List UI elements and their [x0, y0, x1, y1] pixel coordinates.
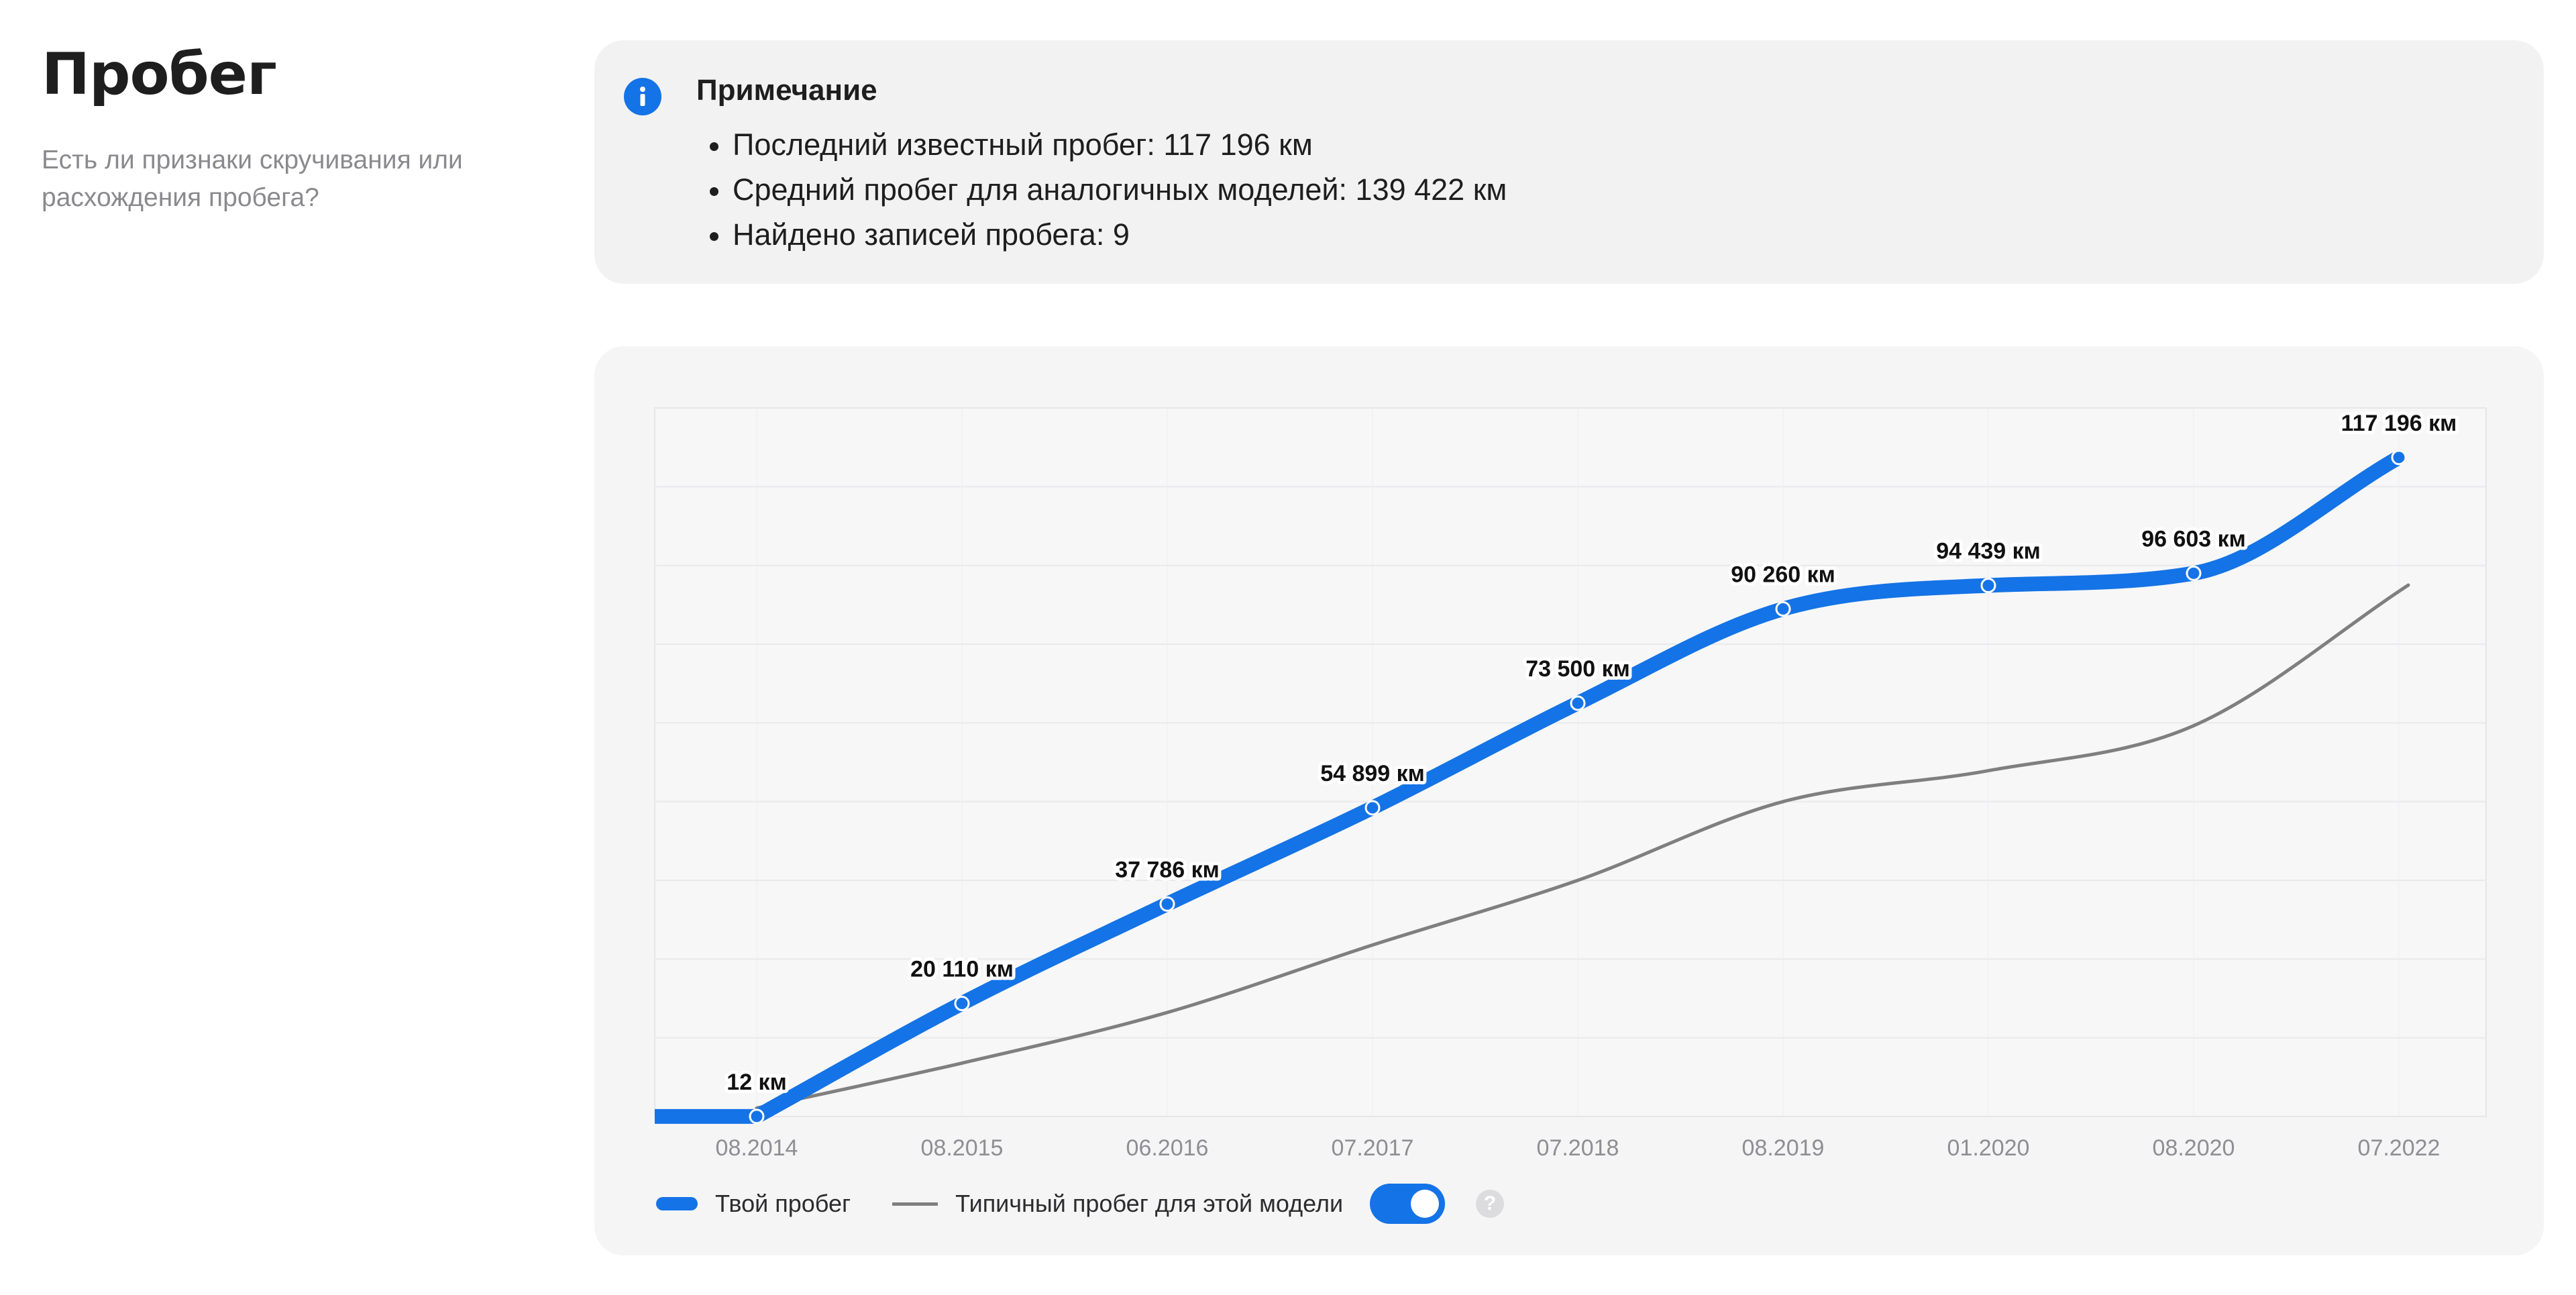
data-label: 54 899 км — [1320, 761, 1425, 786]
x-tick-label: 07.2017 — [1332, 1135, 1414, 1161]
x-tick-label: 08.2015 — [921, 1135, 1004, 1161]
mileage-chart-card: 12 км 20 110 км 37 786 км 54 899 км 73 500 к… — [594, 346, 2544, 1255]
data-point — [1775, 601, 1791, 617]
info-icon — [624, 78, 661, 115]
page-title: Пробег — [42, 41, 277, 108]
data-label: 117 196 км — [2341, 411, 2457, 436]
x-tick-label: 08.2014 — [716, 1135, 798, 1161]
data-point — [1980, 578, 1996, 594]
data-point — [1159, 896, 1175, 912]
x-tick-label: 08.2019 — [1742, 1135, 1825, 1161]
note-item-average-mileage: Средний пробег для аналогичных моделей: … — [710, 167, 1507, 212]
note-title: Примечание — [696, 74, 877, 107]
typical-mileage-toggle[interactable] — [1370, 1184, 1446, 1224]
x-tick-label: 06.2016 — [1126, 1135, 1209, 1161]
page-subtitle: Есть ли признаки скручивания или расхожд… — [42, 145, 463, 213]
data-point — [1364, 800, 1381, 816]
chart-legend: Твой пробег Типичный пробег для этой мод… — [656, 1184, 1505, 1224]
section-header: Пробег Есть ли признаки скручивания или … — [42, 42, 525, 217]
data-point — [2186, 565, 2202, 581]
series-line-typical — [755, 583, 2410, 1110]
data-label: 73 500 км — [1525, 656, 1630, 682]
note-item-records-count: Найдено записей пробега: 9 — [710, 212, 1507, 257]
help-icon[interactable]: ? — [1476, 1190, 1505, 1218]
legend-label-typical: Типичный пробег для этой модели — [955, 1190, 1344, 1217]
plot-area — [654, 407, 2487, 1117]
legend-swatch-user — [656, 1197, 698, 1210]
data-point — [1570, 695, 1586, 711]
legend-item-user: Твой пробег — [656, 1190, 851, 1218]
legend-label-user: Твой пробег — [715, 1190, 851, 1217]
x-tick-label: 01.2020 — [1947, 1135, 2030, 1161]
data-point — [749, 1108, 765, 1125]
toggle-knob — [1411, 1190, 1440, 1218]
mileage-chart: 12 км 20 110 км 37 786 км 54 899 км 73 500 к… — [654, 407, 2487, 1161]
x-tick-label: 08.2020 — [2153, 1135, 2235, 1161]
data-point — [954, 995, 970, 1011]
x-tick-label: 07.2018 — [1537, 1135, 1619, 1161]
note-card: Примечание Последний известный пробег: 1… — [594, 40, 2544, 284]
data-label: 37 786 км — [1115, 857, 1220, 882]
data-label: 12 км — [727, 1070, 786, 1095]
data-label: 20 110 км — [910, 956, 1014, 982]
data-label: 94 439 км — [1936, 539, 2041, 564]
note-item-last-mileage: Последний известный пробег: 117 196 км — [710, 122, 1507, 167]
data-label: 90 260 км — [1731, 562, 1835, 588]
legend-item-typical: Типичный пробег для этой модели — [892, 1190, 1343, 1218]
legend-swatch-typical — [892, 1202, 938, 1206]
data-label: 96 603 км — [2141, 526, 2246, 552]
note-list: Последний известный пробег: 117 196 км С… — [710, 122, 1507, 257]
data-point — [2391, 450, 2407, 466]
x-tick-label: 07.2022 — [2358, 1135, 2440, 1161]
